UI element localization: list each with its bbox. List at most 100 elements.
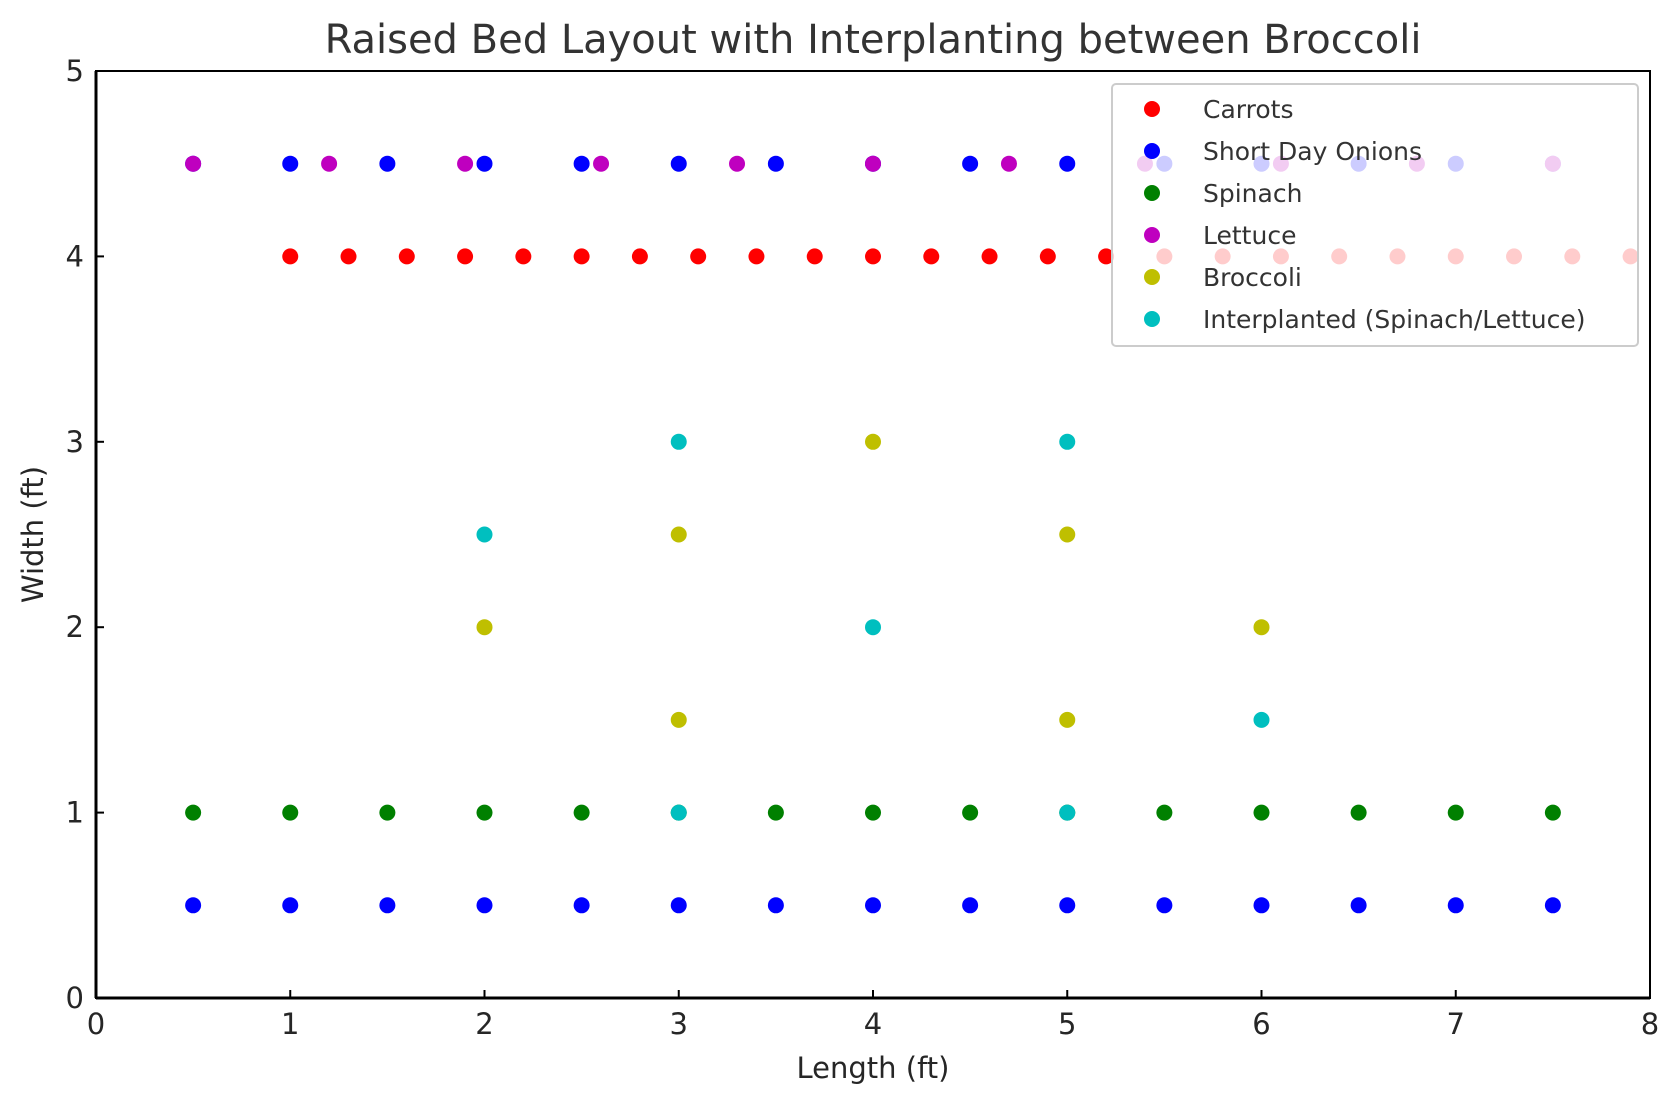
y-tick-label: 1 [66, 796, 84, 830]
data-point [185, 897, 202, 914]
data-point [670, 711, 687, 728]
y-axis-label: Width (ft) [16, 466, 50, 603]
plot-area: 0 1 2 3 4 5 6 7 8 0 1 2 3 4 5 [66, 54, 1660, 1041]
x-tick-label: 2 [475, 1007, 493, 1041]
data-point [729, 155, 746, 172]
data-point [767, 804, 784, 821]
data-point [962, 804, 979, 821]
data-point [476, 155, 493, 172]
legend-label: Spinach [1203, 179, 1302, 208]
data-point [865, 619, 881, 636]
data-point [476, 619, 493, 636]
data-point [1253, 897, 1270, 914]
x-tick-label: 4 [864, 1007, 882, 1041]
data-point [1447, 897, 1464, 914]
y-tick-label: 4 [66, 239, 84, 273]
data-point [1059, 526, 1076, 543]
data-point [1059, 155, 1076, 172]
data-point [476, 804, 493, 821]
data-point [865, 433, 881, 450]
data-point [457, 155, 474, 172]
legend-marker [1144, 143, 1160, 159]
legend-box [1111, 83, 1639, 347]
y-tick-label: 3 [66, 425, 84, 459]
data-point [690, 248, 707, 265]
x-tick-label: 6 [1252, 1007, 1270, 1041]
series-interplanted-spinach-lettuce [476, 433, 1270, 821]
data-point [767, 155, 784, 172]
data-point [573, 897, 590, 914]
data-point [1350, 804, 1367, 821]
data-point [865, 804, 881, 821]
legend-marker [1144, 269, 1160, 285]
data-point [1253, 804, 1270, 821]
data-point [1447, 804, 1464, 821]
data-point [1059, 897, 1076, 914]
data-point [573, 248, 590, 265]
data-point [593, 155, 610, 172]
data-point [185, 155, 202, 172]
x-tick-label: 8 [1641, 1007, 1659, 1041]
x-axis-label: Length (ft) [797, 1051, 950, 1085]
y-tick-label: 5 [66, 54, 84, 88]
data-point [865, 155, 881, 172]
legend-label: Short Day Onions [1203, 137, 1422, 166]
data-point [1253, 711, 1270, 728]
data-point [379, 897, 396, 914]
data-point [670, 526, 687, 543]
x-tick-label: 1 [281, 1007, 299, 1041]
data-point [1098, 248, 1115, 265]
x-tick-label: 3 [670, 1007, 688, 1041]
data-point [398, 248, 415, 265]
legend-label: Lettuce [1203, 221, 1296, 250]
data-point [806, 248, 823, 265]
data-point [282, 248, 299, 265]
data-point [476, 526, 493, 543]
data-point [282, 804, 299, 821]
data-point [670, 433, 687, 450]
data-point [1156, 804, 1173, 821]
legend-marker [1144, 101, 1160, 117]
data-point [631, 248, 648, 265]
data-point [379, 155, 396, 172]
series-spinach [185, 804, 1561, 821]
legend-marker [1144, 185, 1160, 201]
data-point [1059, 711, 1076, 728]
data-point [962, 155, 979, 172]
data-point [282, 155, 299, 172]
data-point [1544, 897, 1561, 914]
data-point [1544, 804, 1561, 821]
data-point [573, 804, 590, 821]
data-point [457, 248, 474, 265]
data-point [923, 248, 940, 265]
legend-label: Carrots [1203, 95, 1293, 124]
legend: Carrots Short Day Onions Spinach Lettuce Bro… [1111, 83, 1639, 347]
data-point [282, 897, 299, 914]
legend-marker [1144, 227, 1160, 243]
data-point [1039, 248, 1056, 265]
data-point [1059, 804, 1076, 821]
data-point [865, 248, 881, 265]
data-point [340, 248, 357, 265]
legend-label: Interplanted (Spinach/Lettuce) [1203, 305, 1585, 334]
data-point [1059, 433, 1076, 450]
data-point [748, 248, 765, 265]
x-tick-label: 5 [1058, 1007, 1076, 1041]
data-point [321, 155, 338, 172]
data-point [670, 897, 687, 914]
series-broccoli [476, 433, 1270, 728]
data-point [865, 897, 881, 914]
chart-title: Raised Bed Layout with Interplanting bet… [325, 17, 1422, 63]
data-point [670, 804, 687, 821]
data-point [962, 897, 979, 914]
data-point [670, 155, 687, 172]
data-point [981, 248, 998, 265]
data-point [1253, 619, 1270, 636]
y-tick-label: 0 [66, 981, 84, 1015]
data-point [379, 804, 396, 821]
data-point [1000, 155, 1017, 172]
legend-marker [1144, 311, 1160, 327]
legend-label: Broccoli [1203, 263, 1302, 292]
